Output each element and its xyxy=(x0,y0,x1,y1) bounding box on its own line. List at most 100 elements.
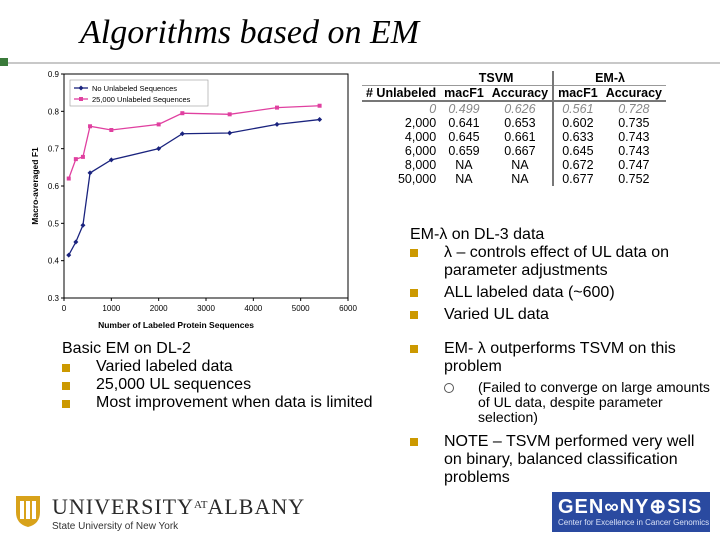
y-tick-label: 0.3 xyxy=(48,294,60,303)
square-bullet-icon xyxy=(410,438,418,446)
university-name-part: ALBANY xyxy=(207,494,306,519)
genomics-logo-subtitle: Center for Excellence in Cancer Genomics xyxy=(558,518,710,527)
data-point xyxy=(179,131,185,137)
genomics-logo: GEN∞NY⊕SIS Center for Excellence in Canc… xyxy=(552,492,710,532)
table-cell: 0.561 xyxy=(552,101,602,116)
x-tick-label: 2000 xyxy=(150,304,168,313)
list-item-text: EM- λ outperforms TSVM on this problem xyxy=(444,340,676,375)
x-tick-label: 5000 xyxy=(292,304,310,313)
legend-label: 25,000 Unlabeled Sequences xyxy=(92,95,191,104)
slide-title: Algorithms based on EM xyxy=(80,14,420,51)
table-group-em-lambda: EM-λ xyxy=(552,71,666,86)
series-line xyxy=(68,118,320,256)
shield-icon xyxy=(16,496,40,527)
list-item-text: 25,000 UL sequences xyxy=(96,376,252,393)
data-point xyxy=(109,128,114,132)
table-cell: NA xyxy=(455,158,473,172)
left-heading: Basic EM on DL-2 xyxy=(62,340,191,357)
table-empty-header xyxy=(362,71,441,86)
data-point xyxy=(80,222,86,228)
table-cell: 6,000 xyxy=(404,144,437,158)
chart-svg: 0.3 0.4 0.5 0.6 0.7 0.8 0.9 0 1000 2000 3000 4000 50… xyxy=(30,70,357,330)
legend-marker xyxy=(79,97,83,101)
data-point xyxy=(80,154,85,159)
col-header-em-accuracy: Accuracy xyxy=(601,85,666,102)
sub-list-item: (Failed to converge on large amounts of … xyxy=(410,380,710,425)
data-point xyxy=(274,121,280,127)
list-item: Varied labeled data xyxy=(62,358,373,376)
data-point xyxy=(88,124,93,129)
table-row: 6,000 0.659 0.667 0.645 0.743 xyxy=(362,144,666,158)
table-cell: 0.672 xyxy=(552,158,602,172)
list-item: ALL labeled data (~600) xyxy=(410,284,710,302)
data-point xyxy=(275,105,279,110)
x-tick-label: 3000 xyxy=(197,304,215,313)
data-point xyxy=(73,157,78,162)
table-cell: 0.743 xyxy=(618,144,650,158)
square-bullet-icon xyxy=(410,289,418,297)
list-item: EM- λ outperforms TSVM on this problem xyxy=(410,340,710,376)
col-header-tsvm-macf1: macF1 xyxy=(440,85,488,102)
table-cell: 0.661 xyxy=(504,130,536,144)
x-tick-label: 4000 xyxy=(244,304,262,313)
list-item-text: ALL labeled data (~600) xyxy=(444,284,615,301)
col-header-em-macf1: macF1 xyxy=(552,85,602,102)
legend-marker xyxy=(78,85,84,91)
left-bullet-list: Basic EM on DL-2 Varied labeled data 25,… xyxy=(62,340,373,412)
table-cell: 0.728 xyxy=(618,102,650,116)
list-item: NOTE – TSVM performed very well on binar… xyxy=(410,433,710,487)
circle-bullet-icon xyxy=(444,383,454,393)
data-point xyxy=(156,122,161,127)
y-tick-label: 0.9 xyxy=(48,70,60,79)
data-point xyxy=(227,130,233,136)
table-cell: 0.645 xyxy=(448,130,480,144)
list-item-text: Most improvement when data is limited xyxy=(96,394,373,411)
list-item-text: Varied labeled data xyxy=(96,358,233,375)
y-axis-label: Macro-averaged F1 xyxy=(30,147,40,225)
data-point xyxy=(66,252,72,258)
y-tick-label: 0.5 xyxy=(48,219,60,228)
square-bullet-icon xyxy=(62,400,70,408)
col-header-unlabeled: # Unlabeled xyxy=(362,85,441,102)
table-cell: 2,000 xyxy=(404,116,437,130)
square-bullet-icon xyxy=(410,249,418,257)
table-cell: NA xyxy=(511,172,529,186)
data-point xyxy=(180,111,185,116)
list-item-text: NOTE – TSVM performed very well on binar… xyxy=(444,433,695,486)
legend-box xyxy=(69,79,209,107)
table-header-row: # Unlabeled macF1 Accuracy macF1 Accurac… xyxy=(362,85,666,102)
x-tick-label: 6000 xyxy=(339,304,357,313)
list-item: λ – controls effect of UL data on parame… xyxy=(410,244,710,280)
x-tick-label: 0 xyxy=(62,304,67,313)
series-line xyxy=(68,105,320,179)
table-row: 50,000 NA NA 0.677 0.752 xyxy=(362,172,666,186)
university-logo: UNIVERSITYATALBANY State University of N… xyxy=(14,492,304,536)
university-name: UNIVERSITYATALBANY xyxy=(52,494,305,520)
table-cell: 0.641 xyxy=(448,116,480,130)
list-item-text: λ – controls effect of UL data on parame… xyxy=(444,244,670,279)
col-header-tsvm-accuracy: Accuracy xyxy=(487,85,554,102)
f1-line-chart: 0.3 0.4 0.5 0.6 0.7 0.8 0.9 0 1000 2000 3000 4000 50… xyxy=(28,66,358,336)
university-name-part: UNIVERSITY xyxy=(52,494,194,519)
table-cell: 0.667 xyxy=(504,144,536,158)
table-group-tsvm: TSVM xyxy=(440,71,554,86)
table-cell: 0.499 xyxy=(448,102,480,116)
table-cell: 0.602 xyxy=(552,116,602,130)
university-name-at: AT xyxy=(194,499,208,511)
table-cell: 0.633 xyxy=(552,130,602,144)
list-item-text: Varied UL data xyxy=(444,306,549,323)
data-point xyxy=(317,117,323,123)
right-bullet-list: EM-λ on DL-3 data λ – controls effect of… xyxy=(410,226,710,487)
table-row: 2,000 0.641 0.653 0.602 0.735 xyxy=(362,116,666,130)
table-cell: 8,000 xyxy=(404,158,437,172)
right-heading: EM-λ on DL-3 data xyxy=(410,226,545,243)
table-cell: 0.659 xyxy=(448,144,480,158)
legend-label: No Unlabeled Sequences xyxy=(92,84,177,93)
title-divider xyxy=(0,62,720,64)
table-cell: 50,000 xyxy=(397,172,437,186)
y-tick-label: 0.7 xyxy=(48,145,60,154)
square-bullet-icon xyxy=(410,311,418,319)
x-axis-label: Number of Labeled Protein Sequences xyxy=(98,320,254,330)
y-tick-label: 0.8 xyxy=(48,107,60,116)
table-cell: 0.743 xyxy=(618,130,650,144)
